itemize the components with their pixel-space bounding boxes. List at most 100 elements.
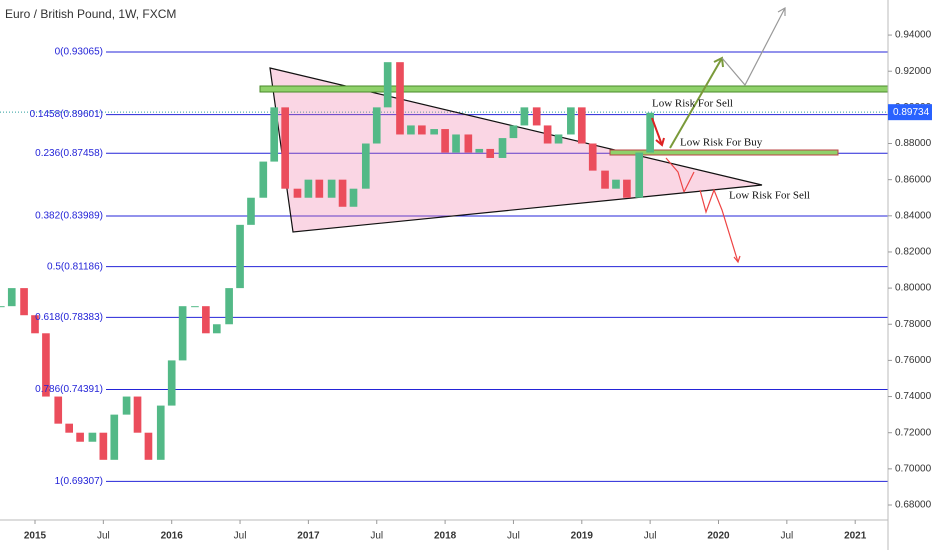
candle <box>156 405 165 460</box>
fib-label: 0.786(0.74391) <box>35 384 103 395</box>
arrow <box>683 171 695 193</box>
candle <box>225 288 233 325</box>
candle <box>338 179 347 207</box>
candle <box>532 107 541 126</box>
candle <box>42 333 50 397</box>
y-tick-label: 0.72000 <box>895 427 932 438</box>
x-tick-label: 2019 <box>571 531 594 542</box>
x-tick-label: 2018 <box>434 531 457 542</box>
candle <box>349 188 358 207</box>
y-tick-label: 0.78000 <box>895 319 932 330</box>
fib-label: 0.236(0.87458) <box>35 148 103 159</box>
candle <box>475 148 484 153</box>
candle <box>133 396 142 433</box>
fib-label: 0.5(0.81186) <box>47 261 103 272</box>
candle <box>76 432 84 442</box>
candle <box>520 107 529 126</box>
candle <box>464 134 473 153</box>
candle <box>418 125 426 135</box>
x-tick-label: Jul <box>644 531 657 542</box>
y-tick-label: 0.68000 <box>895 500 932 511</box>
resistance-zone <box>259 85 889 93</box>
y-tick-label: 0.84000 <box>895 210 932 221</box>
arrow <box>665 157 685 193</box>
candle <box>315 179 324 198</box>
fib-label: 0.1458(0.89601) <box>30 109 103 120</box>
arrow <box>699 188 739 263</box>
x-tick-label: 2021 <box>844 531 867 542</box>
candle <box>509 125 518 139</box>
x-tick-label: 2020 <box>707 531 730 542</box>
candle <box>65 423 73 433</box>
candle <box>202 306 210 334</box>
arrows <box>651 6 786 264</box>
candle <box>281 107 289 189</box>
x-tick-label: Jul <box>780 531 793 542</box>
candle <box>327 179 336 198</box>
annotation: Low Risk For Sell <box>729 190 810 202</box>
candle <box>577 107 586 144</box>
chart-title: Euro / British Pound, 1W, FXCM <box>5 7 176 21</box>
x-tick-label: Jul <box>370 531 383 542</box>
annotation: Low Risk For Sell <box>652 98 733 110</box>
candles <box>0 62 654 460</box>
candle <box>486 148 495 158</box>
y-tick-label: 0.76000 <box>895 355 932 366</box>
candle <box>372 107 381 144</box>
candle <box>543 125 552 144</box>
candle <box>383 62 392 108</box>
candle <box>623 179 631 198</box>
candle <box>167 360 176 406</box>
x-tick-label: 2015 <box>24 531 47 542</box>
candle <box>612 179 620 189</box>
candle <box>361 143 370 189</box>
candle <box>567 107 575 135</box>
y-tick-label: 0.94000 <box>895 30 932 41</box>
y-tick-label: 0.92000 <box>895 66 932 77</box>
candle <box>430 129 438 135</box>
candle <box>588 143 597 171</box>
candle <box>293 188 302 198</box>
candle <box>144 432 153 460</box>
y-tick-label: 0.80000 <box>895 283 932 294</box>
arrow-head <box>655 137 665 147</box>
arrow <box>651 117 663 146</box>
fib-label: 0.382(0.83989) <box>35 211 103 222</box>
candle <box>270 107 279 162</box>
arrow-head <box>777 6 786 16</box>
candle <box>110 414 119 460</box>
x-tick-label: Jul <box>234 531 247 542</box>
candle <box>247 197 255 225</box>
last-price-tag <box>888 104 932 121</box>
candle <box>0 306 5 308</box>
candle <box>99 432 108 460</box>
candle <box>407 125 415 135</box>
x-tick-label: 2016 <box>161 531 184 542</box>
arrow-head <box>733 255 741 264</box>
y-tick-label: 0.74000 <box>895 391 932 402</box>
fib-label: 0(0.93065) <box>55 47 103 58</box>
candle <box>7 288 16 307</box>
candle <box>259 161 268 198</box>
arrow <box>721 7 786 87</box>
y-tick-label: 0.82000 <box>895 247 932 258</box>
fib-label: 1(0.69307) <box>55 476 103 487</box>
candle <box>441 129 449 153</box>
candle <box>304 179 313 198</box>
candle <box>498 138 507 158</box>
last-price-label: 0.89734 <box>893 107 930 118</box>
candle <box>601 170 609 189</box>
candle <box>178 306 187 361</box>
candle <box>31 315 39 334</box>
x-tick-label: Jul <box>507 531 520 542</box>
candle <box>646 112 654 153</box>
candle <box>212 324 221 334</box>
candle <box>122 396 131 415</box>
y-tick-label: 0.70000 <box>895 463 932 474</box>
candle <box>635 152 644 198</box>
candle <box>54 396 63 424</box>
y-tick-label: 0.88000 <box>895 138 932 149</box>
candle <box>191 306 199 308</box>
